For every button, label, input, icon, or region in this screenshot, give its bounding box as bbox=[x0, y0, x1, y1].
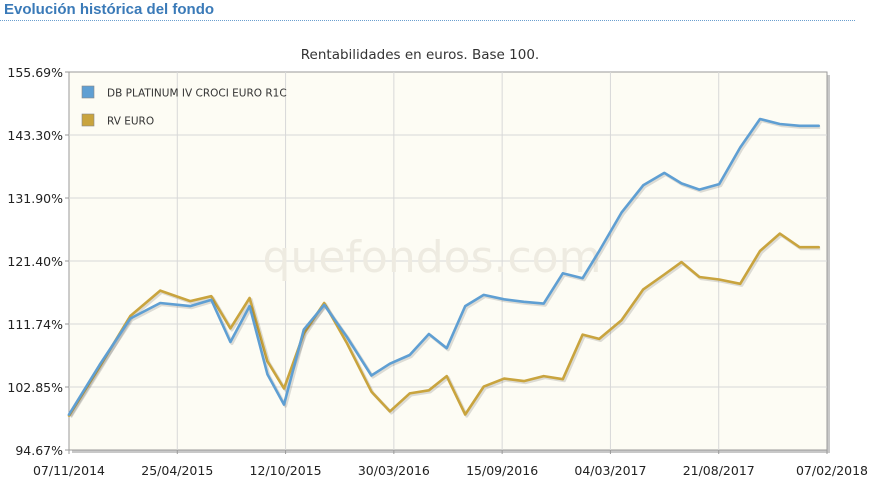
x-tick-label: 30/03/2016 bbox=[358, 463, 430, 478]
y-tick-label: 94.67% bbox=[15, 443, 63, 458]
x-tick-label: 21/08/2017 bbox=[683, 463, 755, 478]
axis-tick-labels: 155.69% 143.30% 131.90% 121.40% 111.74% 102.8… bbox=[7, 65, 868, 478]
series-line bbox=[67, 232, 821, 418]
x-tick-label: 15/09/2016 bbox=[466, 463, 538, 478]
page-title: Evolución histórica del fondo bbox=[4, 1, 215, 18]
legend: DB PLATINUM IV CROCI EURO R1C RV EURO bbox=[81, 85, 287, 128]
series-lines bbox=[67, 117, 821, 419]
series-line-shadow bbox=[69, 118, 821, 417]
watermark: quefondos.com bbox=[263, 232, 602, 283]
y-tick-label: 131.90% bbox=[7, 191, 63, 206]
legend-label: RV EURO bbox=[107, 116, 154, 128]
chart-title: Rentabilidades en euros. Base 100. bbox=[301, 47, 539, 63]
x-tick-label: 07/02/2018 bbox=[796, 463, 868, 478]
x-tick-label: 07/11/2014 bbox=[33, 463, 105, 478]
x-tick-label: 25/04/2015 bbox=[141, 463, 213, 478]
legend-label: DB PLATINUM IV CROCI EURO R1C bbox=[107, 88, 287, 100]
x-tick-label: 12/10/2015 bbox=[250, 463, 322, 478]
series-line bbox=[67, 117, 821, 416]
header-divider bbox=[0, 20, 855, 21]
legend-swatch bbox=[81, 85, 95, 99]
y-tick-label: 102.85% bbox=[7, 380, 63, 395]
y-tick-label: 143.30% bbox=[7, 128, 63, 143]
y-tick-label: 121.40% bbox=[7, 254, 63, 269]
y-tick-label: 111.74% bbox=[7, 317, 63, 332]
x-tick-label: 04/03/2017 bbox=[574, 463, 646, 478]
grid-lines bbox=[69, 72, 827, 450]
series-line-shadow bbox=[69, 233, 821, 419]
legend-swatch bbox=[81, 113, 95, 127]
y-tick-label: 155.69% bbox=[7, 65, 63, 80]
